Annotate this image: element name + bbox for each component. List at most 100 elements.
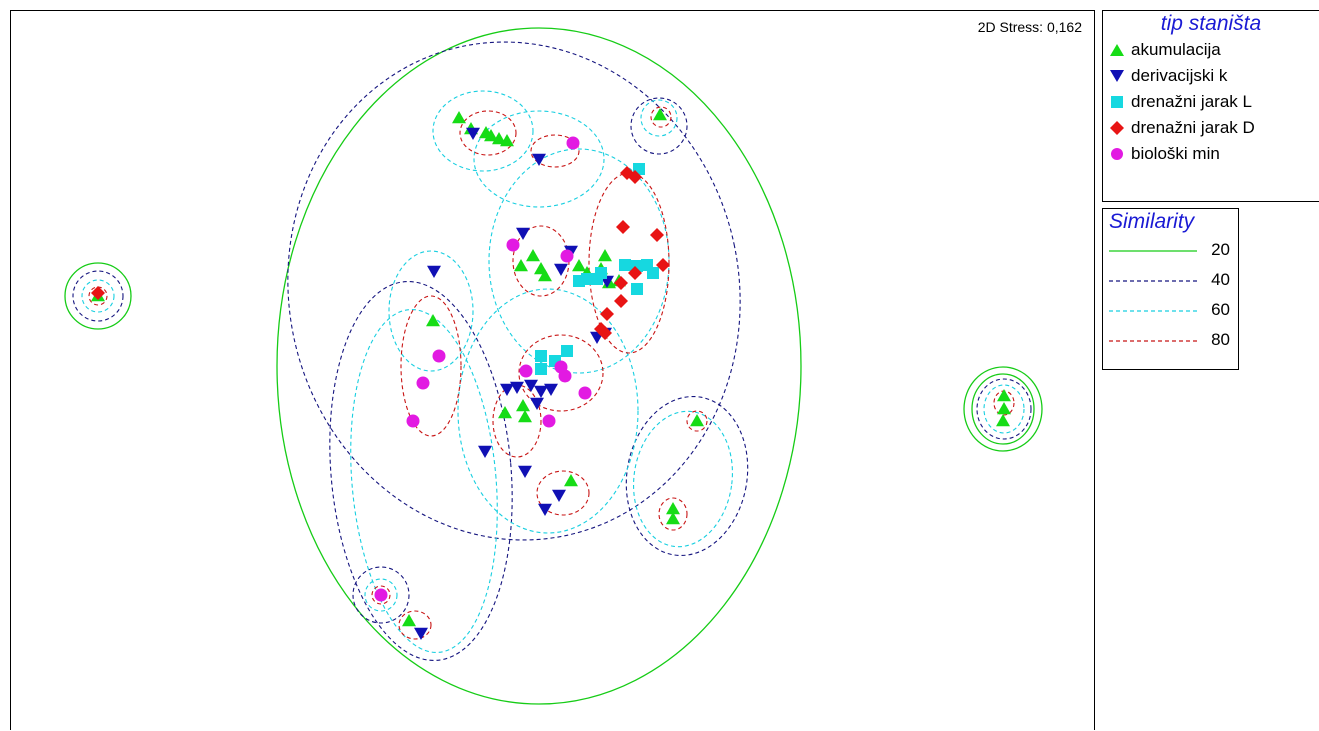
legend-item-akumulacija: akumulacija [1103, 37, 1319, 63]
contour-20-3 [971, 373, 1035, 445]
legend-label: drenažni jarak D [1131, 118, 1255, 137]
point-series2-2 [581, 273, 593, 285]
legend-label: biološki min [1131, 144, 1220, 163]
dashed-line-icon [1109, 310, 1197, 312]
contour-20-1 [64, 262, 132, 330]
point-series1-11 [524, 379, 538, 392]
point-series1-17 [538, 503, 552, 516]
point-series3-4 [614, 276, 628, 290]
contour-80-29 [536, 470, 590, 516]
contour-80-33 [658, 497, 688, 531]
point-series4-5 [406, 414, 420, 428]
contour-40-8 [625, 395, 749, 557]
point-series0-28 [996, 414, 1010, 427]
contour-80-28 [492, 384, 542, 458]
data-points [91, 108, 1011, 640]
point-series2-9 [631, 283, 643, 295]
contour-60-16 [350, 308, 498, 654]
point-series1-18 [552, 489, 566, 502]
similarity-item-60: 60 [1103, 295, 1238, 325]
point-series4-9 [578, 386, 592, 400]
point-series1-0 [466, 127, 480, 140]
similarity-label: 40 [1211, 270, 1230, 289]
plot-area: 2D Stress: 0,162 [10, 10, 1095, 730]
contour-80-26 [400, 295, 462, 437]
similarity-legend: Similarity 20 40 60 80 [1102, 208, 1239, 370]
point-series4-0 [566, 136, 580, 150]
similarity-title: Similarity [1109, 210, 1195, 233]
point-series3-7 [614, 294, 628, 308]
point-series0-26 [997, 389, 1011, 402]
contour-40-5 [329, 281, 513, 661]
point-series1-14 [530, 397, 544, 410]
point-series4-1 [506, 238, 520, 252]
contour-40-6 [630, 97, 688, 155]
point-series4-6 [519, 364, 533, 378]
point-series3-6 [656, 258, 670, 272]
solid-line-icon [1109, 250, 1197, 252]
contour-80-27 [518, 334, 604, 412]
point-series2-10 [535, 350, 547, 362]
contour-80-22 [459, 110, 517, 156]
point-series1-15 [478, 445, 492, 458]
point-series4-3 [432, 349, 446, 363]
contour-40-9 [352, 566, 410, 624]
similarity-item-80: 80 [1103, 325, 1238, 355]
contour-60-20 [364, 578, 398, 612]
point-series0-3 [484, 129, 498, 142]
point-series0-7 [526, 249, 540, 262]
point-series0-4 [492, 132, 506, 145]
legend-label: drenažni jarak L [1131, 92, 1252, 111]
point-series0-25 [402, 614, 416, 627]
similarity-label: 80 [1211, 330, 1230, 349]
point-series3-11 [91, 286, 105, 300]
contour-60-11 [432, 90, 534, 172]
contour-80-32 [650, 106, 672, 128]
contour-40-10 [976, 378, 1032, 440]
dashed-line-icon [1109, 340, 1197, 342]
contour-80-34 [371, 585, 391, 605]
similarity-contours [64, 27, 1043, 705]
point-series0-19 [516, 399, 530, 412]
point-series4-10 [542, 414, 556, 428]
point-series1-10 [510, 381, 524, 394]
point-series4-11 [374, 588, 388, 602]
point-series0-17 [426, 314, 440, 327]
point-series1-4 [554, 263, 568, 276]
legend-item-drenazni-d: drenažni jarak D [1103, 115, 1319, 141]
point-series1-19 [414, 627, 428, 640]
habitat-legend: tip staništa akumulacija derivacijski k … [1102, 10, 1319, 202]
point-series0-0 [452, 111, 466, 124]
point-series0-11 [572, 259, 586, 272]
point-series4-2 [560, 249, 574, 263]
point-series3-5 [628, 266, 642, 280]
diamond-icon [1110, 121, 1124, 135]
point-series0-18 [498, 406, 512, 419]
legend-label: akumulacija [1131, 40, 1221, 59]
point-series0-8 [514, 259, 528, 272]
point-series2-4 [591, 273, 603, 285]
point-series0-5 [500, 134, 514, 147]
point-series1-1 [532, 153, 546, 166]
contour-40-4 [287, 41, 741, 541]
legend-title: tip staništa [1160, 12, 1262, 35]
point-series3-10 [598, 326, 612, 340]
contour-60-17 [640, 99, 678, 137]
point-series0-23 [666, 502, 680, 515]
mds-plot [64, 27, 1043, 705]
point-series1-13 [544, 383, 558, 396]
point-series2-5 [619, 259, 631, 271]
point-series3-3 [650, 228, 664, 242]
contour-20-2 [963, 366, 1043, 452]
point-series1-16 [518, 465, 532, 478]
contour-20-0 [276, 27, 802, 705]
point-series4-4 [416, 376, 430, 390]
point-series2-13 [561, 345, 573, 357]
point-series0-27 [997, 402, 1011, 415]
point-series1-9 [500, 383, 514, 396]
point-series3-1 [628, 170, 642, 184]
point-series2-11 [535, 363, 547, 375]
contour-80-35 [398, 610, 432, 640]
similarity-item-40: 40 [1103, 265, 1238, 295]
legend-item-drenazni-l: drenažni jarak L [1103, 89, 1319, 115]
